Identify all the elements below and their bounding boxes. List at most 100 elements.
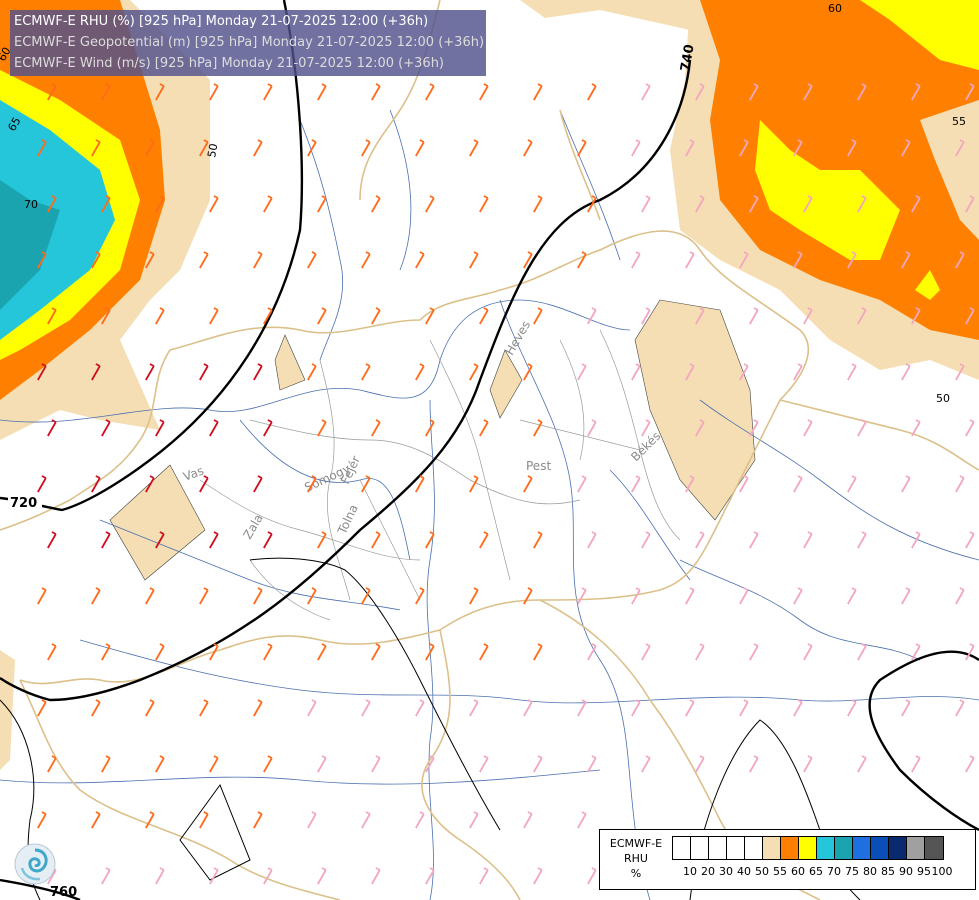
wind-barb [145, 587, 155, 605]
wind-barb [533, 419, 543, 437]
wind-barb [739, 587, 749, 605]
wind-barb [901, 587, 911, 605]
wind-barb [307, 811, 317, 829]
wind-barb [793, 139, 803, 157]
rh-55-label: 55 [952, 115, 966, 128]
wind-barb [91, 363, 101, 381]
wind-barb [803, 307, 813, 325]
wind-barb [263, 195, 273, 213]
wind-barb [307, 587, 317, 605]
county-bekes-label: Békés [628, 429, 663, 464]
wind-barb [145, 251, 155, 269]
wind-barb [199, 475, 209, 493]
wind-barb [145, 811, 155, 829]
wind-barb [749, 307, 759, 325]
county-vas-label: Vas [181, 464, 205, 484]
rh-shading-west [0, 0, 210, 770]
wind-barb [155, 307, 165, 325]
wind-barb [847, 363, 857, 381]
wind-barb [523, 587, 533, 605]
wind-barb [101, 195, 111, 213]
wind-barb [533, 531, 543, 549]
legend-swatch [727, 837, 745, 859]
wind-barb [847, 475, 857, 493]
legend-swatch [673, 837, 691, 859]
wind-barb [793, 699, 803, 717]
wind-barb [371, 419, 381, 437]
rhu-legend: ECMWF-E RHU % 10 20 30 40 50 55 60 65 70 75 80 85 90… [599, 829, 976, 890]
wind-barb [425, 83, 435, 101]
wind-barb [577, 699, 587, 717]
wind-barb [155, 643, 165, 661]
geopotential-title: ECMWF-E Geopotential (m) [925 hPa] Monda… [14, 35, 485, 50]
wind-barb [739, 139, 749, 157]
legend-tick: 30 [719, 865, 733, 878]
wind-barb [695, 643, 705, 661]
wind-barb [145, 139, 155, 157]
wind-barb [199, 699, 209, 717]
wind-barb [965, 307, 975, 325]
geo-720-label: 720 [10, 496, 37, 511]
wind-barb [37, 475, 47, 493]
wind-barb [641, 83, 651, 101]
legend-swatch [889, 837, 907, 859]
wind-barb [371, 531, 381, 549]
wind-barb [587, 531, 597, 549]
wind-barb [911, 419, 921, 437]
wind-barb [307, 475, 317, 493]
wind-barb [847, 587, 857, 605]
wind-barb [145, 699, 155, 717]
legend-tick: 50 [755, 865, 769, 878]
wind-barb [955, 251, 965, 269]
wind-barb [209, 83, 219, 101]
wind-barb [631, 251, 641, 269]
wind-barb [317, 867, 327, 885]
wind-barb [965, 419, 975, 437]
wind-barb [361, 587, 371, 605]
wind-barb [739, 475, 749, 493]
wind-barb [263, 83, 273, 101]
wind-barb [155, 867, 165, 885]
wind-barb [695, 83, 705, 101]
legend-swatch [907, 837, 925, 859]
wind-barb [415, 251, 425, 269]
wind-barb [253, 139, 263, 157]
wind-barb [209, 755, 219, 773]
wind-barb [695, 755, 705, 773]
wind-barb [695, 419, 705, 437]
wind-barb [911, 643, 921, 661]
wind-barb [533, 195, 543, 213]
wind-barb [145, 475, 155, 493]
wind-barb [793, 587, 803, 605]
wind-barb [91, 699, 101, 717]
rh-shading-north [520, 0, 700, 30]
wind-barb [145, 363, 155, 381]
wind-barb [209, 195, 219, 213]
wind-barb [47, 419, 57, 437]
wind-barb [685, 587, 695, 605]
wind-barb [911, 195, 921, 213]
wind-barb [253, 587, 263, 605]
wind-barb [955, 587, 965, 605]
legend-color-bar [672, 836, 944, 860]
wind-title: ECMWF-E Wind (m/s) [925 hPa] Monday 21-0… [14, 56, 445, 71]
wind-barb [253, 811, 263, 829]
legend-tick: 100 [931, 865, 953, 878]
wind-barb [523, 811, 533, 829]
legend-swatch [799, 837, 817, 859]
wind-barb [101, 531, 111, 549]
wind-barb [955, 139, 965, 157]
wind-barb [479, 307, 489, 325]
wind-barb [533, 307, 543, 325]
wind-barb [479, 643, 489, 661]
wind-barb [371, 643, 381, 661]
wind-barb [199, 363, 209, 381]
wind-barb [577, 475, 587, 493]
rh-shading-patches [109, 299, 756, 581]
wind-barb [47, 643, 57, 661]
wind-barb [47, 83, 57, 101]
legend-tick: 90 [899, 865, 913, 878]
wind-barb [749, 643, 759, 661]
wind-barb [37, 363, 47, 381]
